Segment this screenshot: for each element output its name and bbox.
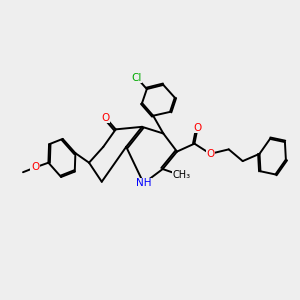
- Text: O: O: [194, 123, 202, 133]
- Text: Cl: Cl: [131, 73, 142, 82]
- Text: O: O: [101, 112, 110, 123]
- Text: CH₃: CH₃: [172, 170, 190, 180]
- Text: O: O: [206, 149, 214, 159]
- Text: O: O: [31, 163, 39, 172]
- Text: NH: NH: [136, 178, 152, 188]
